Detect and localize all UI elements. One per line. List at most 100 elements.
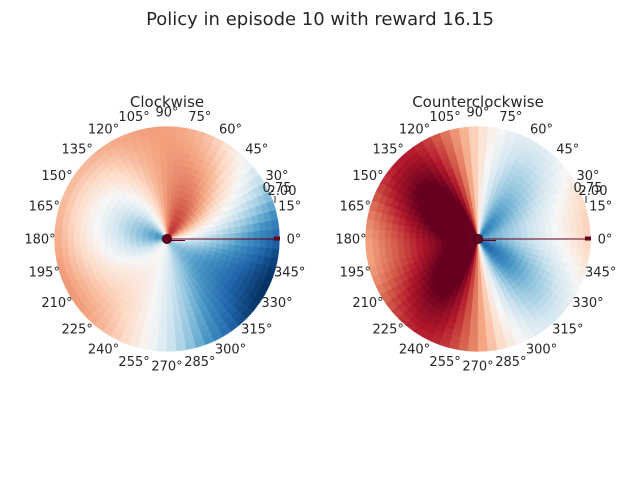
counterclockwise-polar-panel: 0° 15° 30° 45°60° 75° 90° 105°120° 135° 150° 165°… xyxy=(335,93,616,375)
heatmap-cell xyxy=(61,230,68,240)
angle-tick-label: 165° xyxy=(29,200,60,215)
angle-tick-label: 45° xyxy=(245,143,268,158)
heatmap-cell xyxy=(474,276,478,283)
heatmap-cell xyxy=(478,195,482,202)
angle-tick-label: 105° xyxy=(118,110,149,125)
heatmap-cell xyxy=(469,338,479,345)
heatmap-cell xyxy=(166,164,173,171)
heatmap-cell xyxy=(160,307,167,314)
angle-tick-label: 240° xyxy=(399,343,430,358)
heatmap-cell xyxy=(477,182,483,189)
figure-title: Policy in episode 10 with reward 16.15 xyxy=(146,9,494,30)
heatmap-cell xyxy=(159,320,168,327)
heatmap-cell xyxy=(478,201,482,208)
heatmap-cell xyxy=(167,195,171,202)
angle-tick-label: 60° xyxy=(219,123,242,138)
heatmap-cell xyxy=(472,301,479,308)
heatmap-cell xyxy=(98,233,105,240)
heatmap-cell xyxy=(162,289,168,296)
heatmap-cell xyxy=(123,235,130,239)
angle-tick-label: 255° xyxy=(118,355,149,370)
heatmap-cell xyxy=(159,326,168,333)
angle-tick-label: 150° xyxy=(352,169,383,184)
heatmap-cell xyxy=(477,145,486,152)
angle-tick-label: 330° xyxy=(572,296,603,311)
heatmap-cell xyxy=(440,236,447,240)
heatmap-cell xyxy=(79,231,86,240)
heatmap-cell xyxy=(421,234,428,240)
heatmap-cell xyxy=(110,234,117,240)
heatmap-cell xyxy=(477,151,486,158)
radial-tick-label: 2.00 xyxy=(268,184,297,199)
angle-tick-label: 240° xyxy=(88,343,119,358)
heatmap-cell xyxy=(434,235,441,239)
angle-tick-label: 315° xyxy=(241,322,272,337)
heatmap-cell xyxy=(166,176,172,183)
angle-tick-label: 210° xyxy=(352,296,383,311)
angle-tick-label: 330° xyxy=(261,296,292,311)
angle-tick-label: 225° xyxy=(373,322,404,337)
angle-tick-label: 15° xyxy=(589,200,612,215)
angle-tick-label: 285° xyxy=(495,355,526,370)
heatmap-cell xyxy=(409,233,416,240)
angle-tick-label: 150° xyxy=(41,169,72,184)
heatmap-cell xyxy=(477,164,484,171)
angle-tick-label: 345° xyxy=(585,265,616,280)
radial-tick-label: 2.00 xyxy=(579,184,608,199)
angle-tick-label: 210° xyxy=(41,296,72,311)
heatmap-cell xyxy=(166,189,171,196)
heatmap-cell xyxy=(378,230,385,240)
heatmap-cell xyxy=(415,234,422,240)
heatmap-cell xyxy=(468,344,479,351)
heatmap-cell xyxy=(92,232,99,239)
panel-title: Clockwise xyxy=(130,93,204,111)
heatmap-cell xyxy=(157,344,168,351)
heatmap-cell xyxy=(73,231,80,240)
heatmap-cell xyxy=(158,338,168,345)
angle-tick-label: 45° xyxy=(556,143,579,158)
heatmap-cell xyxy=(471,313,479,320)
heatmap-cell xyxy=(67,230,74,240)
heatmap-cell xyxy=(473,289,479,296)
angle-tick-label: 75° xyxy=(499,110,522,125)
angle-tick-label: 225° xyxy=(62,322,93,337)
angle-tick-label: 120° xyxy=(88,123,119,138)
angle-tick-label: 0° xyxy=(287,233,302,248)
angle-tick-label: 180° xyxy=(335,233,366,248)
angle-tick-label: 75° xyxy=(188,110,211,125)
heatmap-cell xyxy=(372,230,379,240)
heatmap-cell xyxy=(166,127,177,134)
heatmap-cell xyxy=(166,145,175,152)
angle-tick-label: 195° xyxy=(29,265,60,280)
edge-marker xyxy=(585,237,591,241)
heatmap-cell xyxy=(117,235,124,240)
angle-tick-label: 180° xyxy=(24,233,55,248)
heatmap-cell xyxy=(166,170,173,177)
heatmap-cell xyxy=(129,236,136,240)
angle-tick-label: 0° xyxy=(598,233,613,248)
heatmap-cell xyxy=(163,276,167,283)
heatmap-cell xyxy=(470,320,479,327)
edge-marker xyxy=(274,237,280,241)
heatmap-cell xyxy=(474,282,479,289)
heatmap-cell xyxy=(166,182,172,189)
angle-tick-label: 270° xyxy=(462,360,493,375)
state-marker xyxy=(474,235,483,244)
angle-tick-label: 120° xyxy=(399,123,430,138)
heatmap-cell xyxy=(470,326,479,333)
heatmap-cell xyxy=(397,232,404,240)
angle-tick-label: 285° xyxy=(184,355,215,370)
angle-tick-label: 15° xyxy=(278,200,301,215)
angle-tick-label: 135° xyxy=(373,143,404,158)
angle-tick-label: 315° xyxy=(552,322,583,337)
angle-tick-label: 60° xyxy=(530,123,553,138)
angle-tick-label: 105° xyxy=(429,110,460,125)
heatmap-cell xyxy=(384,231,391,240)
heatmap-cell xyxy=(477,189,482,196)
angle-tick-label: 270° xyxy=(151,360,182,375)
heatmap-cell xyxy=(160,313,168,320)
angle-tick-label: 345° xyxy=(274,265,305,280)
heatmap-cell xyxy=(428,235,435,240)
angle-tick-label: 300° xyxy=(215,343,246,358)
